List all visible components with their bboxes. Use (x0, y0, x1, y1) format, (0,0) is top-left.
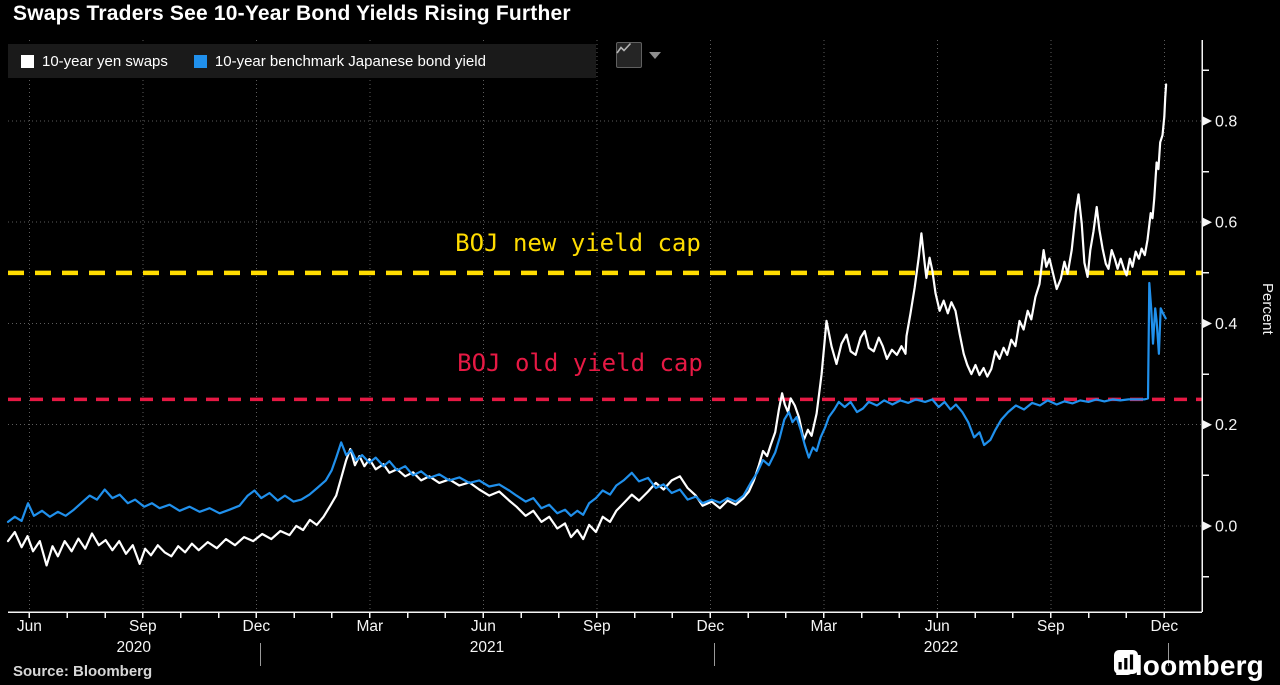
y-tick-label: 0.8 (1215, 113, 1237, 130)
y-tick-arrow-icon (1202, 115, 1212, 126)
annotation-boj-old-yield-cap: BOJ old yield cap (457, 349, 703, 378)
x-tick-label: Sep (129, 618, 157, 635)
series-line-yen-swaps (6, 83, 1168, 567)
series-line-jgb-yield (6, 281, 1167, 524)
x-tick-label: Jun (471, 618, 496, 635)
legend-item-jgb-yield: 10-year benchmark Japanese bond yield (193, 52, 486, 70)
y-tick-arrow-icon (1202, 419, 1212, 430)
x-tick-label: Dec (243, 618, 271, 635)
bloomberg-logo-text: Bloomberg (1114, 650, 1264, 681)
bar-chart-icon (1114, 650, 1139, 674)
x-tick-label: Dec (1151, 618, 1179, 635)
legend-label-jgb-yield: 10-year benchmark Japanese bond yield (214, 52, 486, 70)
x-tick-label: Dec (697, 618, 725, 635)
y-tick-arrow-icon (1202, 217, 1212, 228)
y-tick-label: 0.6 (1215, 215, 1237, 232)
year-label: 2021 (470, 639, 504, 656)
y-tick-label: 0.2 (1215, 417, 1237, 434)
x-tick-label: Sep (1037, 618, 1065, 635)
x-tick-label: Mar (356, 618, 383, 635)
y-axis-title: Percent (1259, 283, 1276, 335)
y-tick-label: 0.4 (1215, 316, 1237, 333)
swaps-series-swatch-icon (21, 54, 34, 68)
x-tick-label: Jun (925, 618, 950, 635)
year-label: 2020 (117, 639, 152, 656)
x-tick-label: Mar (810, 618, 837, 635)
chart-type-dropdown[interactable] (616, 42, 661, 68)
y-tick-arrow-icon (1202, 520, 1212, 531)
annotation-boj-new-yield-cap: BOJ new yield cap (455, 228, 701, 257)
year-label: 2022 (924, 639, 958, 656)
y-tick-label: 0.0 (1215, 518, 1237, 535)
line-chart-icon[interactable] (616, 42, 642, 68)
legend-panel: 10-year yen swaps 10-year benchmark Japa… (8, 44, 596, 78)
y-tick-arrow-icon (1202, 318, 1212, 329)
legend-item-yen-swaps: 10-year yen swaps (21, 53, 168, 70)
chart-title: Swaps Traders See 10-Year Bond Yields Ri… (13, 2, 571, 25)
x-tick-label: Jun (17, 618, 42, 635)
jgb-series-swatch-icon (193, 54, 207, 68)
x-tick-label: Sep (583, 618, 611, 635)
source-attribution: Source: Bloomberg (13, 663, 153, 680)
chevron-down-icon[interactable] (649, 51, 661, 59)
bloomberg-logo: Bloomberg (1114, 650, 1264, 682)
legend-label-yen-swaps: 10-year yen swaps (42, 52, 168, 70)
